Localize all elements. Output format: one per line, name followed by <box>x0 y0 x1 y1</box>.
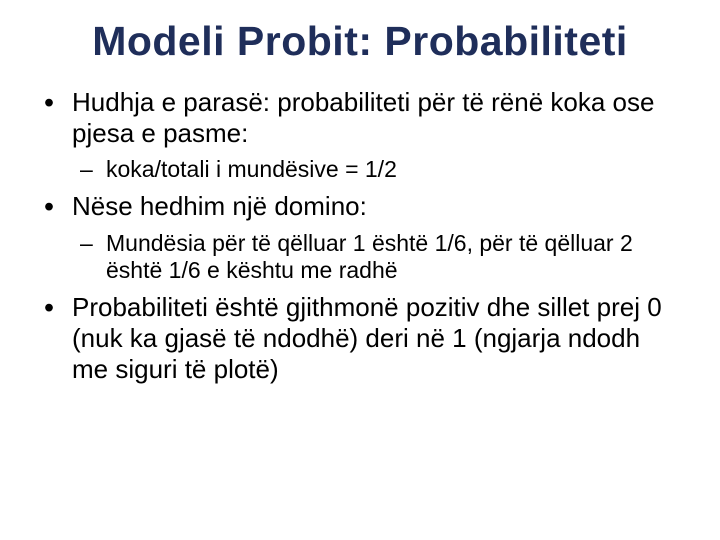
sub-list: koka/totali i mundësive = 1/2 <box>72 156 682 183</box>
sub-list: Mundësia për të qëlluar 1 është 1/6, për… <box>72 230 682 284</box>
slide-title: Modeli Probit: Probabiliteti <box>38 18 682 65</box>
list-item: Hudhja e parasë: probabiliteti për të rë… <box>38 87 682 183</box>
list-item: Probabiliteti është gjithmonë pozitiv dh… <box>38 292 682 384</box>
bullet-text: Probabiliteti është gjithmonë pozitiv dh… <box>72 292 662 383</box>
list-item: koka/totali i mundësive = 1/2 <box>72 156 682 183</box>
bullet-text: Nëse hedhim një domino: <box>72 191 367 221</box>
slide: Modeli Probit: Probabiliteti Hudhja e pa… <box>0 0 720 540</box>
bullet-list: Hudhja e parasë: probabiliteti për të rë… <box>38 87 682 384</box>
sub-bullet-text: koka/totali i mundësive = 1/2 <box>106 156 397 182</box>
sub-bullet-text: Mundësia për të qëlluar 1 është 1/6, për… <box>106 230 633 283</box>
bullet-text: Hudhja e parasë: probabiliteti për të rë… <box>72 87 654 148</box>
list-item: Nëse hedhim një domino: Mundësia për të … <box>38 191 682 284</box>
list-item: Mundësia për të qëlluar 1 është 1/6, për… <box>72 230 682 284</box>
